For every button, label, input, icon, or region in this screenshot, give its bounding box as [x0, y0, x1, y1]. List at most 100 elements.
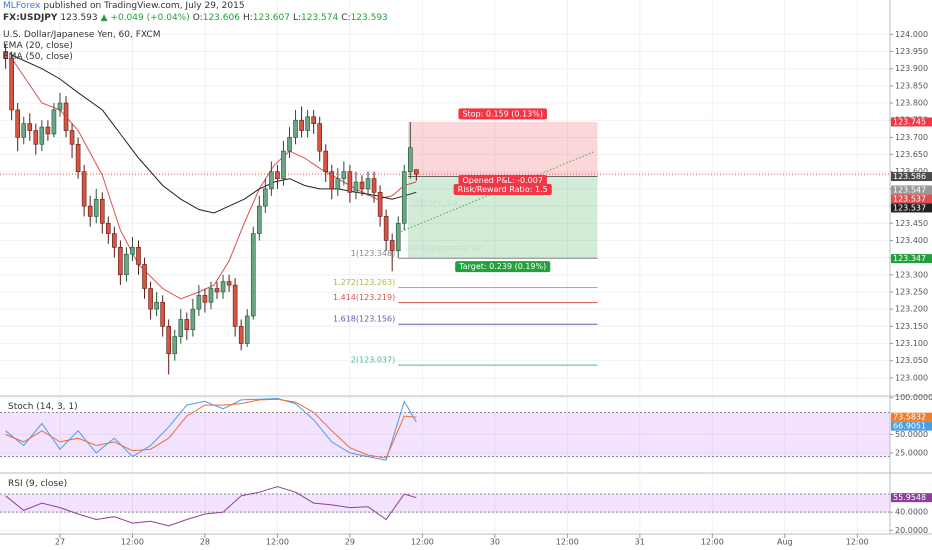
ema-line — [11, 58, 417, 300]
candle-body — [136, 247, 141, 265]
candle-body — [124, 253, 129, 276]
candle-body — [293, 119, 298, 138]
axis-price-label: 123.537 — [893, 203, 926, 212]
target-label: Target: 0.239 (0.19%) — [458, 262, 546, 271]
axis-price-tag — [891, 172, 932, 182]
candle-body — [27, 123, 33, 131]
axis-price-tag — [891, 117, 932, 127]
ema-line — [11, 54, 417, 214]
y-tick-label: 20.0000 — [895, 526, 928, 535]
candle-body — [51, 109, 57, 135]
watermark: USDJPY, 60 — [413, 199, 457, 208]
ohlc-value: 123.606 — [202, 13, 240, 23]
y-tick-label: 123.450 — [895, 219, 928, 228]
candle-body — [305, 116, 310, 131]
candle-body — [359, 181, 365, 190]
candle-body — [166, 326, 171, 355]
watermark: U.S. Dollar/Japanese Yen — [386, 244, 484, 253]
y-tick-label: 40.0000 — [895, 508, 928, 517]
axis-price-label: 123.537 — [893, 194, 926, 203]
candle-body — [383, 216, 389, 241]
fib-label: 1(123.348) — [351, 249, 395, 258]
author[interactable]: MLForex — [3, 1, 41, 11]
candle-body — [329, 171, 335, 190]
x-tick-label: 30 — [490, 538, 500, 547]
candle-body — [21, 123, 27, 138]
indicator-line — [5, 486, 417, 527]
x-tick-label: 12:00 — [411, 538, 434, 547]
candle-body — [196, 295, 202, 310]
fib-label: 1.272(123.263) — [333, 278, 395, 287]
ohlc: O:123.606 H:123.607 L:123.574 C:123.593 — [193, 13, 391, 23]
candle-body — [178, 319, 184, 337]
candle-body — [414, 169, 419, 175]
x-tick-label: 12:00 — [846, 538, 869, 547]
x-tick-label: 27 — [55, 538, 65, 547]
y-tick-label: 25.0000 — [895, 448, 928, 457]
fib-label: 1.618(123.156) — [333, 315, 395, 324]
axis-price-label: 123.745 — [893, 117, 926, 126]
legend-ema20: EMA (20, close) — [3, 41, 73, 51]
candle-body — [45, 126, 51, 135]
x-tick-label: 12:00 — [556, 538, 579, 547]
x-tick-label: 31 — [635, 538, 645, 547]
candle-body — [226, 281, 232, 286]
y-tick-label: 123.200 — [895, 305, 928, 314]
candle-body — [99, 198, 105, 224]
plot-background — [0, 0, 890, 534]
candle-body — [269, 171, 274, 190]
candle-body — [112, 233, 117, 248]
candle-body — [87, 205, 93, 217]
ohlc-value: 123.593 — [350, 13, 388, 23]
axis-price-label: 73.5832 — [893, 413, 926, 422]
y-tick-label: 123.650 — [895, 150, 928, 159]
y-tick-label: 123.850 — [895, 81, 928, 90]
axis-price-tag — [891, 412, 932, 422]
axis-price-tag — [891, 254, 932, 264]
axis-price-label: 123.547 — [893, 185, 926, 194]
candle-body — [220, 281, 226, 293]
axis-price-tag — [891, 185, 932, 195]
candle-body — [347, 171, 353, 193]
x-tick-label: 29 — [345, 538, 355, 547]
stop-label-box — [458, 108, 547, 120]
chart-title: U.S. Dollar/Japanese Yen, 60, FXCM — [3, 30, 161, 40]
pnl-label-box — [458, 175, 547, 187]
candle-body — [275, 171, 280, 179]
y-tick-label: 124.000 — [895, 30, 928, 39]
y-tick-label: 123.600 — [895, 167, 928, 176]
candle-body — [75, 143, 81, 173]
published: published on TradingView.com, July 29, 2… — [43, 1, 245, 11]
candle-body — [184, 319, 190, 331]
candle-body — [160, 301, 165, 327]
candle-body — [142, 264, 147, 289]
y-tick-label: 123.150 — [895, 322, 928, 331]
header-quote: FX:USDJPY 123.593 ▲ +0.049 (+0.04%) O:123.6… — [3, 13, 394, 24]
candle-body — [353, 181, 359, 193]
candle-body — [389, 240, 395, 252]
rsi-title: RSI (9, close) — [8, 479, 68, 489]
fib-label: 1.414(123.219) — [333, 293, 395, 302]
stoch-title: Stoch (14, 3, 1) — [8, 402, 78, 412]
candle-body — [335, 178, 341, 190]
candle-body — [118, 247, 123, 276]
axis-price-tag — [891, 203, 932, 213]
target-label-box — [455, 261, 551, 273]
candle-body — [250, 233, 256, 317]
ratio-label: Risk/Reward Ratio: 1.5 — [458, 185, 548, 194]
ohlc-value: 123.607 — [252, 13, 290, 23]
candle-body — [172, 336, 178, 355]
candle-body — [256, 205, 262, 234]
header-publish: MLForex published on TradingView.com, Jul… — [3, 1, 248, 12]
candle-body — [69, 130, 75, 145]
axis-price-label: 123.586 — [893, 172, 926, 181]
band — [0, 412, 890, 457]
axis-price-tag — [891, 194, 932, 204]
candle-body — [214, 288, 220, 293]
last-price: 123.593 — [60, 13, 98, 23]
candle-body — [311, 116, 316, 124]
candle-body — [244, 315, 250, 344]
